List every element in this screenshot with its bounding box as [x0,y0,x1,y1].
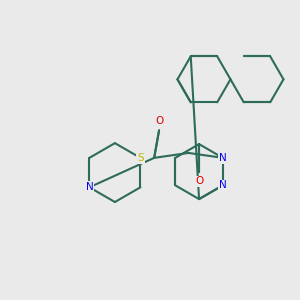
Text: S: S [137,153,144,163]
Text: O: O [155,116,163,126]
Text: N: N [219,153,227,163]
Text: O: O [195,176,203,186]
Text: N: N [85,182,93,192]
Text: N: N [219,180,227,190]
